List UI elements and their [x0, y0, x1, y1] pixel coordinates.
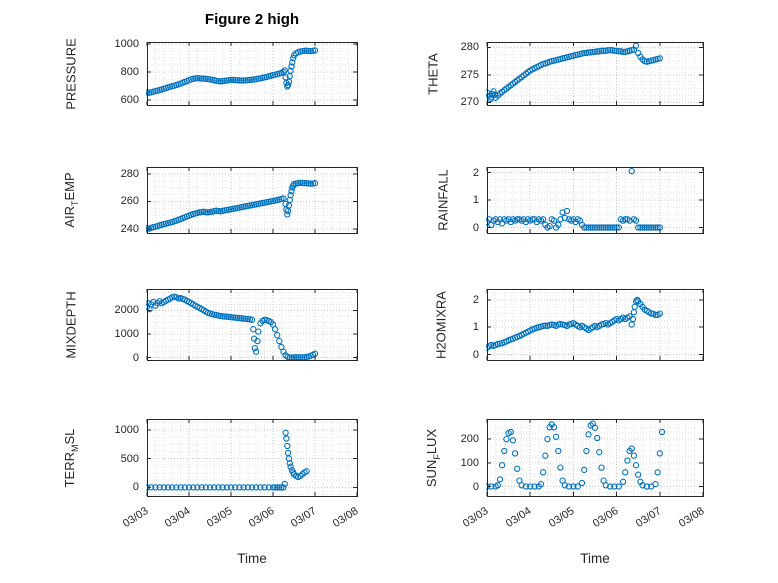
scatter-series [486, 420, 666, 490]
axes-box [487, 419, 704, 497]
y-axis-label-subscript: M [69, 444, 80, 452]
x-tick-label: 03/07 [288, 505, 319, 531]
plot-area-mixdepth [146, 289, 358, 361]
y-tick-label: 280 [460, 41, 479, 54]
major-grid [487, 289, 703, 360]
x-tick-label: 03/06 [246, 505, 277, 531]
x-tick-label: 03/07 [633, 505, 664, 531]
y-tick-label: 270 [460, 96, 479, 109]
axes-box [487, 42, 704, 106]
axes-box [487, 167, 704, 234]
y-tick-label: 1 [472, 321, 479, 334]
y-axis-label-mixdepth: MIXDEPTH [64, 291, 79, 358]
x-tick-label: 03/04 [162, 505, 193, 531]
scatter-series [486, 296, 663, 351]
major-grid [147, 289, 357, 360]
y-axis-label-text: TERR [62, 451, 78, 487]
y-axis-label-airtemp: AIRTEMP [62, 172, 80, 227]
plot-area-sun-flux [486, 419, 704, 497]
y-axis-label-subscript: F [431, 453, 442, 460]
x-tick-label: 03/03 [120, 505, 151, 531]
y-tick-label: 0 [132, 481, 139, 494]
y-tick-label: 1 [472, 194, 479, 206]
y-axis-label-subscript: T [69, 200, 80, 207]
minor-grid [147, 166, 357, 233]
axes-box [147, 42, 358, 106]
plot-area-airtemp [146, 166, 358, 234]
y-axis-label-text: LUX [424, 428, 440, 454]
axis-ticks [146, 167, 358, 233]
y-axis-label-h2omixra: H2OMIXRA [434, 291, 449, 359]
y-axis-label-text: EMP [62, 172, 78, 201]
plot-area-terr-msl [146, 419, 358, 497]
y-axis-label-rainfall: RAINFALL [436, 169, 451, 230]
major-grid [147, 419, 357, 496]
y-axis-label-terr-msl: TERRMSL [62, 428, 80, 487]
x-tick-label: 03/08 [330, 505, 361, 531]
y-axis-label-text: RAINFALL [435, 169, 451, 231]
y-tick-label: 2000 [114, 304, 139, 317]
y-tick-label: 1000 [114, 327, 139, 340]
x-axis-title-left: Time [237, 551, 267, 566]
y-axis-label-text: SUN [424, 459, 440, 487]
x-tick-label: 03/03 [460, 505, 491, 531]
y-axis-label-text: AIR [62, 206, 78, 228]
y-axis-label-text: MIXDEPTH [63, 290, 79, 359]
scatter-series [146, 429, 310, 491]
minor-grid [147, 419, 357, 496]
major-grid [147, 167, 357, 233]
axes-box [487, 289, 704, 361]
y-axis-label-text: H2OMIXRA [433, 290, 449, 359]
y-tick-label: 100 [460, 456, 479, 469]
y-tick-label: 2 [472, 166, 479, 179]
x-tick-label: 03/05 [204, 505, 235, 531]
y-axis-label-text: PRESSURE [63, 37, 79, 110]
y-tick-label: 600 [120, 94, 139, 107]
plot-area-pressure [146, 42, 358, 106]
x-tick-label: 03/04 [504, 505, 534, 531]
y-tick-label: 0 [132, 351, 139, 364]
y-tick-label: 2 [472, 293, 479, 306]
major-grid [147, 42, 357, 105]
axes-box [147, 289, 358, 361]
y-tick-label: 200 [460, 433, 479, 446]
plot-area-theta [486, 42, 704, 106]
scatter-series [146, 179, 319, 232]
x-tick-label: 03/06 [590, 505, 621, 531]
x-axis-title-right: Time [580, 551, 610, 566]
minor-grid [147, 42, 357, 105]
y-axis-label-text: THETA [425, 52, 441, 95]
x-tick-label: 03/08 [676, 505, 707, 531]
x-tick-label: 03/05 [547, 505, 577, 531]
minor-grid [487, 42, 703, 105]
minor-grid [487, 419, 703, 496]
scatter-series [486, 42, 663, 103]
y-tick-label: 240 [120, 222, 139, 235]
y-tick-label: 260 [120, 195, 139, 208]
y-tick-label: 0 [472, 221, 479, 234]
y-tick-label: 0 [472, 348, 479, 361]
y-tick-label: 500 [120, 452, 139, 465]
y-axis-label-theta: THETA [426, 53, 441, 95]
scatter-series [486, 167, 663, 231]
axes-box [147, 167, 358, 234]
y-tick-label: 1000 [114, 423, 139, 436]
y-tick-label: 280 [120, 167, 139, 180]
minor-grid [487, 289, 703, 360]
y-axis-label-sun-flux: SUNFLUX [424, 428, 442, 486]
y-axis-label-text: SL [62, 428, 78, 445]
major-grid [487, 167, 703, 233]
y-tick-label: 1000 [114, 38, 139, 51]
plot-area-h2omixra [486, 289, 704, 361]
figure-title: Figure 2 high [204, 11, 300, 28]
plot-area-rainfall [486, 167, 704, 234]
axes-box [147, 419, 358, 497]
y-tick-label: 275 [460, 68, 479, 81]
y-axis-label-pressure: PRESSURE [64, 38, 79, 110]
y-tick-label: 800 [120, 66, 139, 79]
scatter-series [146, 47, 319, 96]
y-tick-label: 0 [472, 480, 479, 493]
